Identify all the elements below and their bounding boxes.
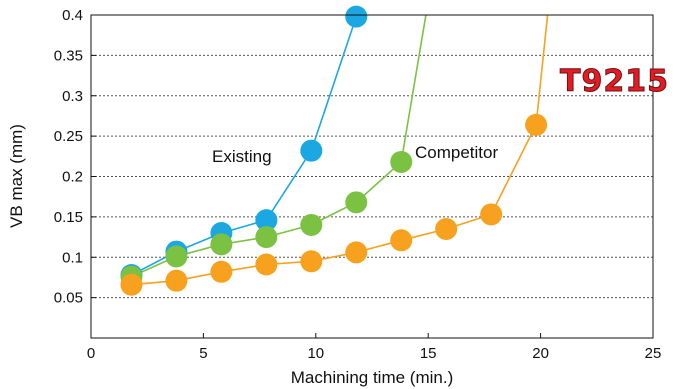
data-point-t9215 (390, 229, 413, 252)
series-label-existing: Existing (212, 147, 272, 166)
data-point-competitor (300, 213, 323, 236)
x-axis-ticks: 0 5 10 15 20 25 (87, 333, 662, 362)
data-point-competitor (390, 150, 413, 173)
data-point-competitor (345, 191, 368, 214)
data-point-t9215 (210, 260, 233, 283)
data-point-existing (255, 209, 278, 232)
y-tick-label: 0.1 (62, 249, 83, 266)
y-tick-label: 0.25 (54, 128, 83, 145)
data-point-t9215 (435, 217, 458, 240)
data-point-existing (300, 139, 323, 162)
brand-logo-t9215: T9215 (560, 64, 669, 99)
x-tick-label: 15 (420, 345, 437, 362)
x-tick-label: 25 (645, 345, 662, 362)
series-label-competitor: Competitor (415, 143, 498, 162)
y-tick-label: 0.15 (54, 209, 83, 226)
data-point-t9215 (480, 203, 503, 226)
data-point-t9215 (525, 113, 548, 136)
data-point-competitor (165, 245, 188, 268)
data-point-t9215 (345, 241, 368, 264)
x-tick-label: 0 (87, 345, 95, 362)
data-point-competitor (210, 233, 233, 256)
series-points (120, 5, 548, 296)
y-axis-title: VB max (mm) (7, 124, 26, 228)
data-point-existing (345, 5, 368, 28)
y-axis-ticks: 0.05 0.1 0.15 0.2 0.25 0.3 0.35 0.4 (54, 7, 96, 307)
x-tick-label: 5 (199, 345, 207, 362)
data-point-t9215 (120, 273, 143, 296)
y-tick-label: 0.2 (62, 169, 83, 186)
data-point-t9215 (300, 250, 323, 273)
y-tick-label: 0.3 (62, 88, 83, 105)
x-tick-label: 20 (532, 345, 549, 362)
data-point-competitor (255, 226, 278, 249)
y-tick-label: 0.05 (54, 290, 83, 307)
x-tick-label: 10 (307, 345, 324, 362)
x-axis-title: Machining time (min.) (291, 368, 454, 387)
data-point-t9215 (165, 269, 188, 292)
y-tick-label: 0.35 (54, 47, 83, 64)
data-point-t9215 (255, 253, 278, 276)
y-tick-label: 0.4 (62, 7, 83, 24)
